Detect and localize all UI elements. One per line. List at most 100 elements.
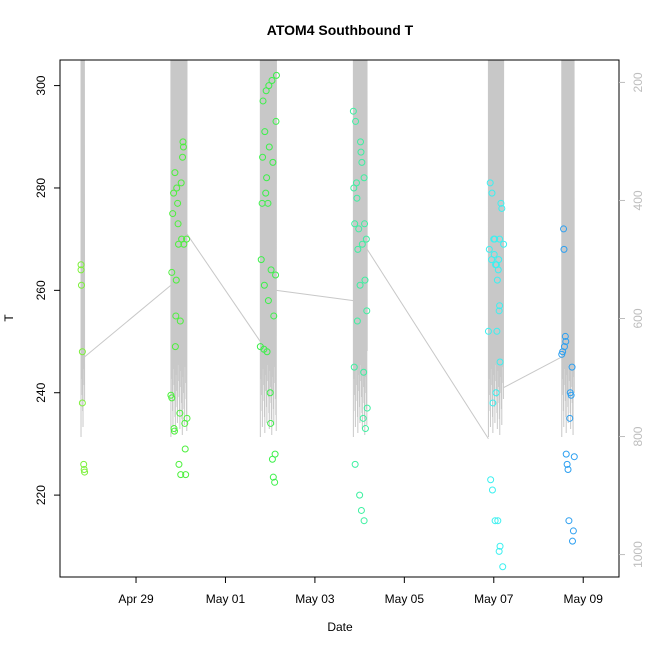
data-point xyxy=(175,460,183,468)
depth-sweep xyxy=(561,59,575,438)
transit-line xyxy=(366,249,489,440)
y-axis: 220 240 260 280 300 xyxy=(34,75,60,505)
data-point xyxy=(493,327,501,335)
data-point xyxy=(361,425,369,433)
data-point xyxy=(179,153,187,161)
data-point xyxy=(172,276,180,284)
data-point xyxy=(265,143,273,151)
y-axis-label: T xyxy=(2,314,16,322)
data-point xyxy=(272,117,280,125)
data-point xyxy=(77,261,85,269)
right-tick-label: 600 xyxy=(631,308,645,328)
data-point xyxy=(175,240,183,248)
data-point xyxy=(487,476,495,484)
plot-frame xyxy=(59,59,620,578)
data-point xyxy=(495,307,503,315)
data-point xyxy=(563,460,571,468)
data-point xyxy=(353,194,361,202)
data-point xyxy=(171,169,179,177)
data-point xyxy=(176,317,184,325)
data-point xyxy=(173,184,181,192)
right-tick-label: 1000 xyxy=(631,541,645,568)
x-axis: Apr 29 May 01 May 03 May 05 May 07 May 09 xyxy=(118,577,603,606)
data-point xyxy=(496,542,504,550)
data-point xyxy=(496,302,504,310)
data-point xyxy=(350,363,358,371)
data-point xyxy=(269,473,277,481)
data-point xyxy=(491,235,499,243)
data-point xyxy=(80,460,88,468)
data-point xyxy=(363,307,371,315)
data-point xyxy=(80,466,88,474)
data-point xyxy=(560,343,568,351)
x-axis-label: Date xyxy=(327,620,353,634)
depth-sweep xyxy=(259,59,277,438)
data-point xyxy=(565,517,573,525)
data-point xyxy=(560,225,568,233)
data-point xyxy=(257,256,265,264)
data-point xyxy=(268,76,276,84)
data-point xyxy=(264,297,272,305)
data-point xyxy=(179,143,187,151)
data-point xyxy=(490,251,498,259)
data-point xyxy=(569,527,577,535)
data-point xyxy=(168,268,176,276)
depth-sweep xyxy=(352,59,368,438)
data-point xyxy=(177,179,185,187)
data-point xyxy=(496,235,504,243)
data-point xyxy=(488,189,496,197)
data-point xyxy=(560,245,568,253)
data-point xyxy=(484,327,492,335)
data-point xyxy=(485,245,493,253)
data-point xyxy=(357,148,365,156)
x-tick-label: May 03 xyxy=(295,592,335,606)
data-point xyxy=(265,82,273,90)
data-point xyxy=(171,343,179,351)
data-point xyxy=(270,312,278,320)
data-point xyxy=(267,266,275,274)
data-point xyxy=(181,445,189,453)
data-point xyxy=(359,414,367,422)
data-point xyxy=(491,517,499,525)
y-tick-label: 220 xyxy=(34,485,48,505)
data-point xyxy=(78,348,86,356)
data-point xyxy=(355,225,363,233)
data-point xyxy=(77,266,85,274)
y-tick-label: 300 xyxy=(34,75,48,95)
data-point xyxy=(183,414,191,422)
data-point xyxy=(169,210,177,218)
data-point xyxy=(353,317,361,325)
data-point xyxy=(172,312,180,320)
data-point xyxy=(259,153,267,161)
data-point xyxy=(357,506,365,514)
data-point xyxy=(349,107,357,115)
right-tick-label: 200 xyxy=(631,72,645,92)
data-point xyxy=(266,389,274,397)
data-point xyxy=(174,199,182,207)
data-point xyxy=(260,281,268,289)
x-tick-label: May 09 xyxy=(564,592,604,606)
data-point xyxy=(177,471,185,479)
data-point xyxy=(264,199,272,207)
data-point xyxy=(488,486,496,494)
data-point xyxy=(570,453,578,461)
data-point xyxy=(78,399,86,407)
data-point xyxy=(361,276,369,284)
data-point xyxy=(561,332,569,340)
data-point xyxy=(356,491,364,499)
data-point xyxy=(263,348,271,356)
data-points xyxy=(77,71,578,571)
data-point xyxy=(262,189,270,197)
depth-sweep xyxy=(170,59,188,438)
data-point xyxy=(566,414,574,422)
data-point xyxy=(496,358,504,366)
data-point xyxy=(497,199,505,207)
data-point xyxy=(261,128,269,136)
data-point xyxy=(564,466,572,474)
data-point xyxy=(568,363,576,371)
data-point xyxy=(174,220,182,228)
data-point xyxy=(363,404,371,412)
transit-line xyxy=(276,289,354,302)
x-tick-label: May 01 xyxy=(206,592,246,606)
right-tick-label: 400 xyxy=(631,190,645,210)
